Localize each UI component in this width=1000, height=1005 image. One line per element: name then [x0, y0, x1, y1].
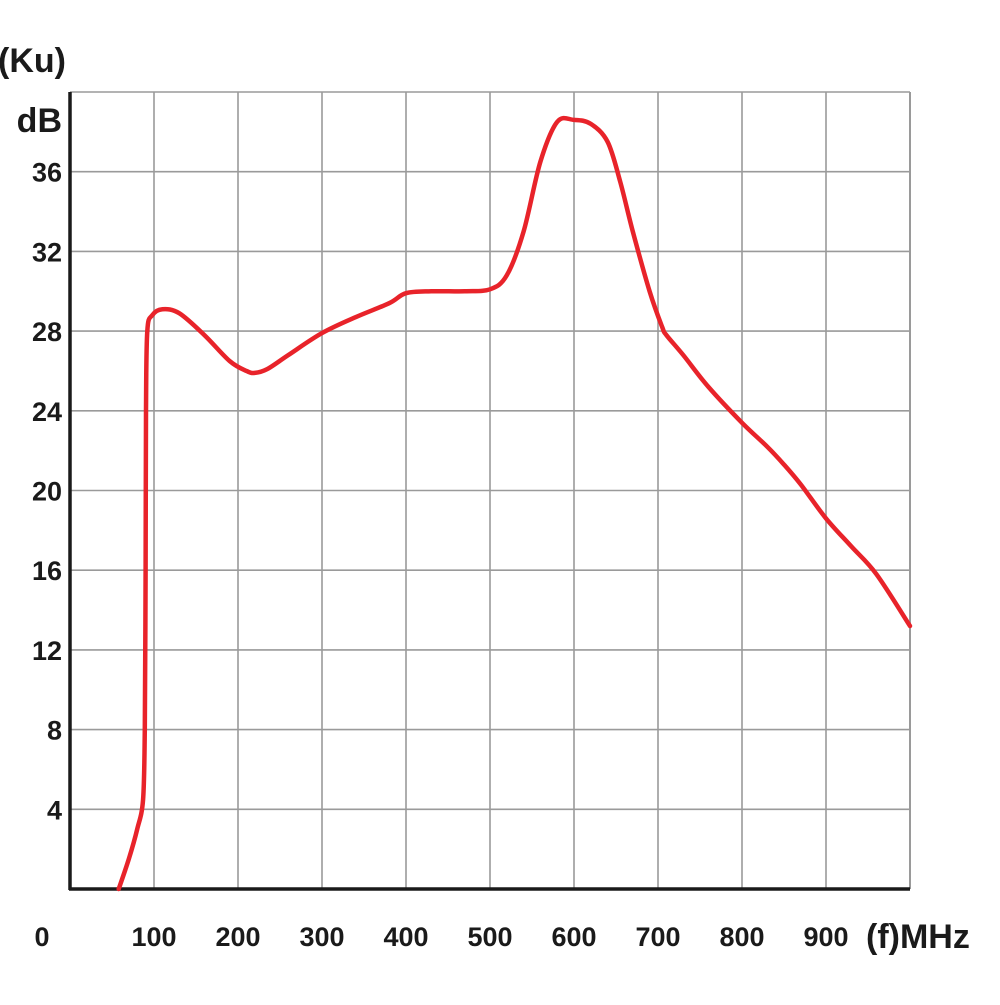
axes	[68, 92, 910, 891]
x-tick-label-6: 700	[635, 922, 680, 952]
y-tick-label-4: 20	[32, 477, 62, 507]
y-tick-label-0: 4	[47, 795, 62, 825]
x-tick-label-3: 400	[383, 922, 428, 952]
y-axis-title: (Ku)	[0, 42, 66, 80]
y-tick-label-8: 36	[32, 158, 62, 188]
y-tick-label-5: 24	[32, 397, 62, 427]
series-line-0	[116, 115, 913, 892]
origin-label: 0	[34, 922, 49, 952]
series	[116, 115, 913, 892]
y-tick-label-7: 32	[32, 237, 62, 267]
x-tick-label-4: 500	[467, 922, 512, 952]
x-tick-label-8: 900	[803, 922, 848, 952]
y-tick-label-6: 28	[32, 317, 62, 347]
y-tick-label-2: 12	[32, 636, 62, 666]
x-tick-label-1: 200	[215, 922, 260, 952]
y-tick-label-1: 8	[47, 716, 62, 746]
x-tick-label-0: 100	[131, 922, 176, 952]
x-tick-label-2: 300	[299, 922, 344, 952]
y-axis-unit: dB	[17, 102, 62, 140]
x-tick-label-5: 600	[551, 922, 596, 952]
y-tick-label-3: 16	[32, 556, 62, 586]
labels: (Ku) dB (f)MHz 0 100 200 300 400 500 600 700 80…	[0, 42, 970, 956]
x-axis-title: (f)MHz	[866, 918, 970, 956]
x-tick-label-7: 800	[719, 922, 764, 952]
grid	[70, 91, 911, 889]
